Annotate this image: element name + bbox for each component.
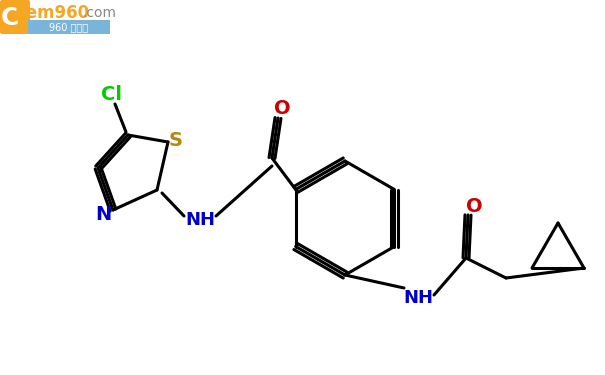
Text: C: C	[1, 6, 19, 30]
Bar	[28, 20, 110, 34]
Text: N: N	[95, 204, 111, 224]
Text: .com: .com	[83, 6, 117, 20]
Text: O: O	[273, 99, 290, 118]
Text: hem960: hem960	[15, 4, 90, 22]
Text: Cl: Cl	[102, 86, 122, 105]
Text: NH: NH	[185, 211, 215, 229]
Text: NH: NH	[403, 289, 433, 307]
Text: S: S	[169, 130, 183, 150]
FancyBboxPatch shape	[0, 0, 30, 34]
Text: 960 化工网: 960 化工网	[50, 22, 88, 32]
Text: O: O	[466, 196, 482, 216]
